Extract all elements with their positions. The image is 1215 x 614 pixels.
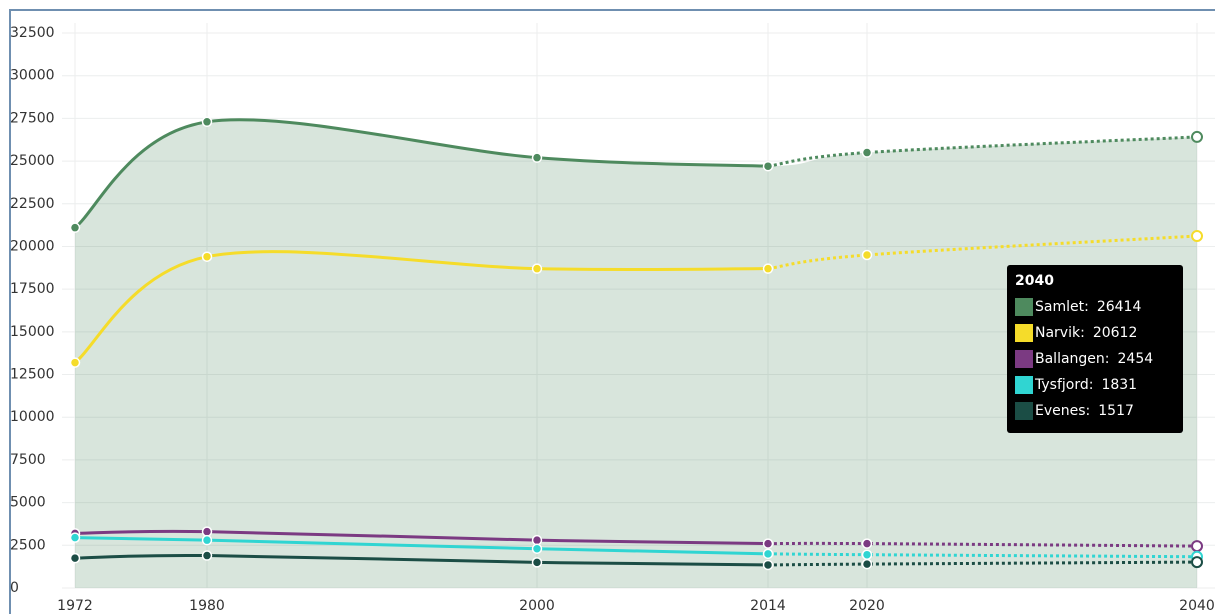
separator: : [1080, 325, 1085, 341]
series-name: Samlet [1035, 299, 1085, 315]
projection-line [767, 552, 1198, 559]
point [531, 543, 543, 554]
point [531, 263, 543, 274]
y-tick-label: 7500 [10, 452, 46, 468]
separator: : [1105, 351, 1110, 367]
plot [69, 116, 1203, 588]
separator: : [1089, 377, 1094, 393]
point [861, 147, 873, 158]
separator: : [1086, 403, 1091, 419]
tooltip-title: 2040 [1015, 273, 1054, 289]
projection-line [767, 560, 1198, 567]
y-tick-label: 0 [10, 580, 19, 596]
series-name: Narvik [1035, 325, 1081, 341]
point [531, 152, 543, 163]
x-tick-label: 2040 [1179, 598, 1215, 614]
y-tick-label: 25000 [10, 153, 55, 169]
point [861, 549, 873, 560]
x-tick-label: 1972 [57, 598, 93, 614]
legend-swatch [1015, 402, 1033, 420]
legend-entry: Samlet: 26414 [1035, 299, 1141, 315]
point [1191, 130, 1203, 143]
y-tick-label: 15000 [10, 324, 55, 340]
x-tick-label: 2020 [849, 598, 885, 614]
legend-entry: Ballangen: 2454 [1035, 351, 1153, 367]
line [74, 250, 769, 364]
series-name: Ballangen [1035, 351, 1105, 367]
legend-swatch [1015, 298, 1033, 316]
projection-line [767, 135, 1198, 168]
frame [9, 9, 1215, 614]
y-tick-label: 10000 [10, 409, 55, 425]
x-tick-label: 2000 [519, 598, 555, 614]
separator: : [1084, 299, 1089, 315]
legend-swatch [1015, 350, 1033, 368]
line [74, 553, 769, 567]
point [201, 550, 213, 561]
y-tick-label: 22500 [10, 196, 55, 212]
point [69, 552, 81, 564]
point [762, 160, 774, 172]
area [75, 119, 1197, 588]
series-value: 1831 [1101, 377, 1137, 393]
y-tick-label: 20000 [10, 238, 55, 254]
projection-line [767, 234, 1198, 271]
point [201, 526, 213, 537]
point [762, 559, 774, 571]
point [201, 534, 213, 546]
legend-entry: Narvik: 20612 [1035, 325, 1137, 341]
legend-entry: Tysfjord: 1831 [1034, 377, 1137, 393]
series-value: 20612 [1093, 325, 1138, 341]
y-tick-label: 17500 [10, 281, 55, 297]
series-name: Evenes [1035, 403, 1086, 419]
legend-swatch [1015, 324, 1033, 342]
point [201, 251, 213, 262]
point [762, 263, 774, 274]
projection-line [767, 541, 1198, 548]
axis: 0 2500 5000 7500 10000 12500 15000 17500 20000 22… [10, 25, 1215, 614]
point [531, 557, 543, 568]
point [1191, 230, 1203, 243]
tooltip: 2040 Samlet: 26414 Narvik: 20612 Ballangen: 24… [1007, 265, 1183, 433]
line [74, 118, 769, 229]
series-value: 26414 [1097, 299, 1142, 315]
line [74, 536, 769, 556]
point [861, 249, 873, 261]
point [69, 222, 81, 233]
point [69, 357, 81, 368]
point [762, 548, 774, 560]
point [861, 558, 873, 570]
y-tick-label: 2500 [10, 537, 46, 553]
legend-swatch [1015, 376, 1033, 394]
point [762, 538, 774, 549]
line [74, 529, 769, 546]
point [69, 532, 81, 543]
point [1191, 540, 1203, 553]
point [201, 116, 213, 128]
x-tick-label: 2014 [750, 598, 786, 614]
point [1191, 556, 1203, 569]
y-tick-label: 32500 [10, 25, 55, 41]
y-tick-label: 5000 [10, 495, 46, 511]
point [531, 534, 543, 546]
point [861, 538, 873, 549]
series-value: 1517 [1098, 403, 1134, 419]
x-tick-label: 1980 [189, 598, 225, 614]
y-tick-label: 12500 [10, 367, 55, 383]
series-value: 2454 [1118, 351, 1154, 367]
y-tick-label: 30000 [10, 68, 55, 84]
legend-entry: Evenes: 1517 [1035, 403, 1134, 419]
series-name: Tysfjord [1034, 377, 1089, 393]
y-tick-label: 27500 [10, 110, 55, 126]
